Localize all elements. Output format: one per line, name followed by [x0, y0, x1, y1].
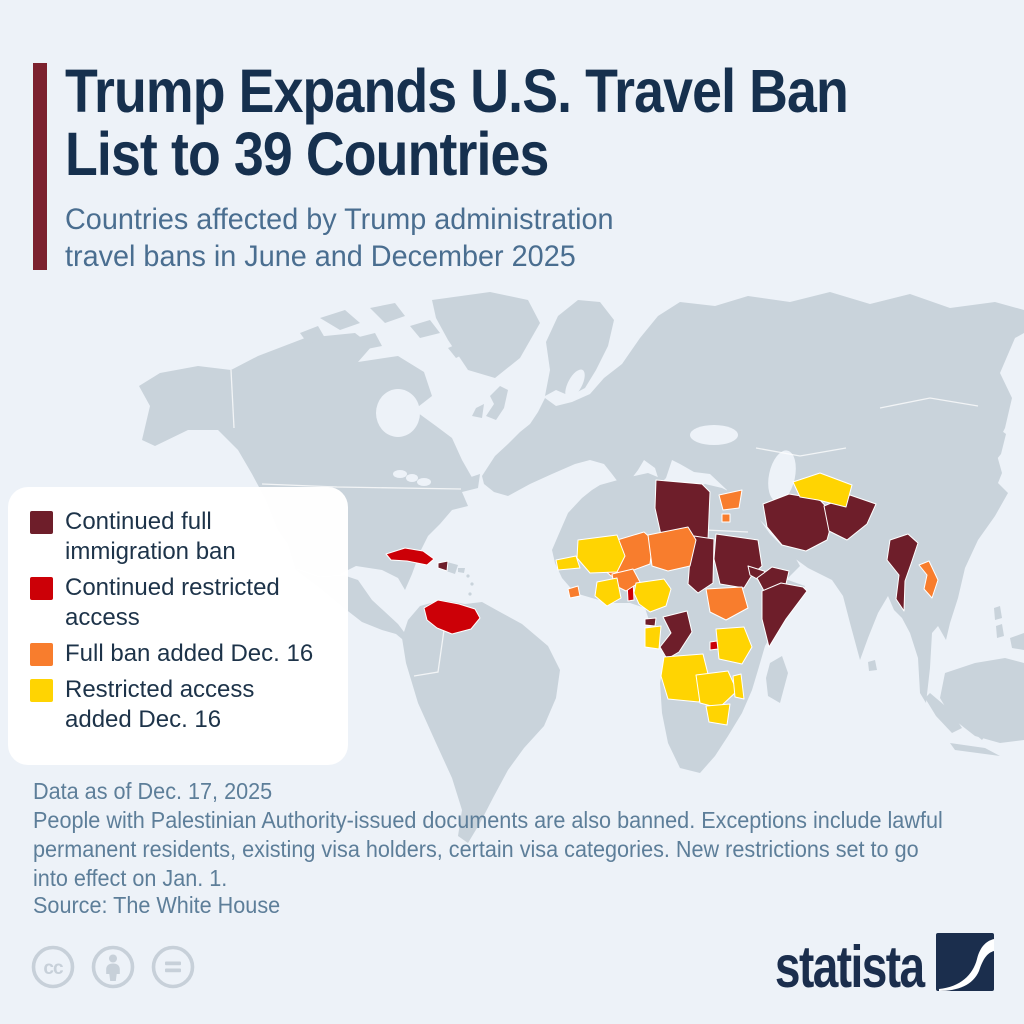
- legend-swatch-continued-full-ban: [30, 511, 53, 534]
- group-continued-full-ban: [437, 479, 919, 660]
- subtitle-line-2: travel bans in June and December 2025: [65, 240, 576, 273]
- australia: [940, 658, 1024, 743]
- baltic-sea: [565, 369, 585, 399]
- world-map: [0, 278, 1024, 848]
- country-venezuela: [423, 599, 481, 635]
- country-tanzania: [715, 626, 753, 665]
- country-syria: [718, 489, 743, 511]
- arctic-island: [370, 303, 405, 323]
- country-zambia: [695, 670, 738, 709]
- scandinavia: [545, 300, 614, 396]
- page-subtitle: Countries affected by Trump administrati…: [65, 201, 614, 275]
- cc-license-badges[interactable]: cc: [30, 944, 196, 990]
- inland-seas: [376, 369, 796, 502]
- country-laos: [918, 560, 939, 599]
- country-malawi: [732, 673, 745, 700]
- arctic-island: [355, 333, 382, 350]
- legend-label: Full ban added Dec. 16: [65, 640, 314, 667]
- svg-text:cc: cc: [43, 958, 64, 979]
- jamaica: [403, 569, 412, 574]
- arctic-island: [410, 320, 440, 338]
- territory-west-bank: [721, 513, 731, 523]
- continent-south-america: [402, 600, 560, 843]
- country-myanmar: [886, 533, 919, 612]
- legend: Continued full immigration ban Continued…: [8, 487, 348, 765]
- statista-logo-text: statista: [775, 934, 925, 1000]
- iceland: [448, 342, 468, 358]
- legend-swatch-continued-restricted: [30, 577, 53, 600]
- sumatra: [925, 693, 962, 733]
- country-south-sudan: [705, 586, 749, 621]
- cc-icon[interactable]: cc: [30, 944, 76, 990]
- country-angola: [660, 653, 710, 703]
- country-niger: [647, 526, 697, 572]
- legend-label: Continued restricted access: [65, 574, 280, 631]
- country-zimbabwe: [705, 703, 731, 726]
- great-lake: [417, 478, 431, 486]
- newfoundland: [466, 474, 480, 488]
- source-note: Source: The White House: [33, 892, 281, 918]
- country-somalia: [761, 582, 808, 648]
- philippines: [996, 624, 1004, 638]
- sri-lanka: [868, 660, 877, 671]
- legend-swatch-restricted-added: [30, 679, 53, 702]
- java: [950, 743, 1000, 756]
- hudson-bay: [376, 389, 420, 437]
- legend-label: Continued full immigration ban: [65, 508, 236, 565]
- title-line-2: List to 39 Countries: [65, 120, 549, 188]
- country-cuba: [385, 547, 435, 566]
- legend-swatch-full-ban-added: [30, 643, 53, 666]
- antilles-island: [470, 582, 474, 586]
- data-as-of-note: Data as of Dec. 17, 2025: [33, 778, 273, 804]
- ireland: [472, 404, 484, 418]
- arctic-island: [300, 326, 325, 344]
- country-congo-republic: [659, 610, 693, 660]
- cc-by-icon[interactable]: [90, 944, 136, 990]
- continent-eurasia: [482, 292, 1024, 703]
- country-burundi: [709, 640, 719, 651]
- legend-label: Restricted access added Dec. 16: [65, 676, 255, 733]
- legend-item: Continued full immigration ban: [30, 507, 348, 567]
- madagascar: [766, 656, 788, 703]
- country-gabon: [644, 625, 662, 650]
- statista-logo[interactable]: statista: [733, 933, 994, 997]
- philippines: [994, 606, 1002, 620]
- country-turkmenistan: [792, 472, 853, 508]
- accent-bar: [33, 63, 47, 270]
- united-kingdom: [486, 386, 508, 420]
- legend-item: Continued restricted access: [30, 573, 348, 633]
- greenland: [432, 292, 540, 378]
- new-guinea: [1010, 633, 1024, 650]
- legend-item: Restricted access added Dec. 16: [30, 675, 348, 735]
- country-haiti: [437, 560, 449, 572]
- country-equatorial-guinea: [644, 617, 657, 627]
- great-lake: [406, 474, 418, 482]
- country-cote-divoire: [594, 577, 622, 607]
- japan: [982, 426, 1006, 470]
- statista-logo-mark: [936, 933, 994, 991]
- antilles-island: [468, 592, 472, 596]
- great-lake: [393, 470, 407, 478]
- legend-item: Full ban added Dec. 16: [30, 639, 348, 669]
- footnote: People with Palestinian Authority-issued…: [33, 807, 943, 891]
- country-senegal: [555, 555, 581, 571]
- page-title: Trump Expands U.S. Travel Ban List to 39…: [65, 57, 849, 188]
- arctic-island: [320, 310, 360, 330]
- group-restricted-added: [555, 472, 853, 726]
- subtitle-line-1: Countries affected by Trump administrati…: [65, 203, 614, 236]
- puerto-rico: [458, 568, 465, 573]
- country-nigeria: [633, 578, 672, 613]
- cc-nd-icon[interactable]: [150, 944, 196, 990]
- dominican-republic: [446, 562, 458, 574]
- country-sierra-leone: [567, 585, 581, 599]
- antilles-island: [466, 574, 470, 578]
- caspian-sea: [768, 450, 796, 502]
- black-sea: [690, 425, 738, 445]
- country-afghanistan: [823, 494, 877, 541]
- title-line-1: Trump Expands U.S. Travel Ban: [65, 57, 849, 125]
